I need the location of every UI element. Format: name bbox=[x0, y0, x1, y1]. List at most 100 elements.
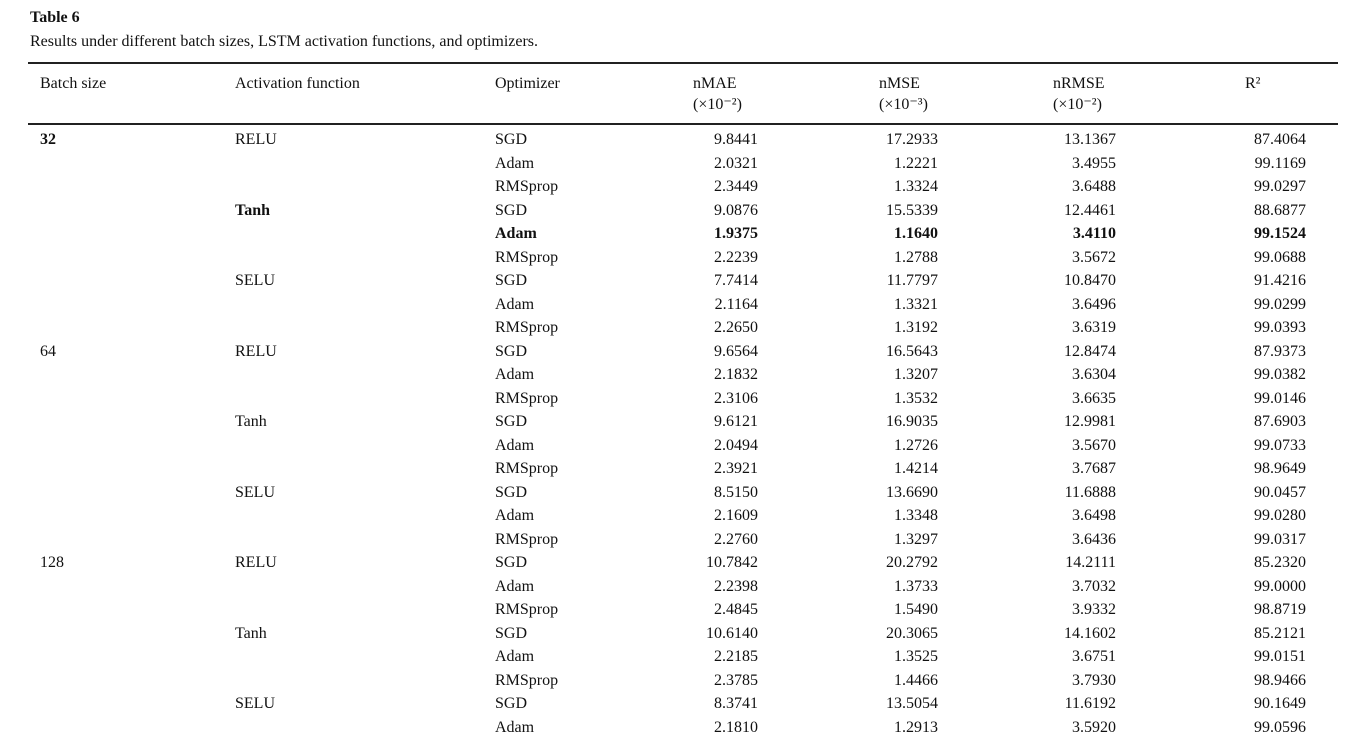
nmse-value-cell: 1.2788 bbox=[894, 248, 938, 266]
nmse-value-cell: 1.4214 bbox=[894, 460, 938, 477]
r2-value-cell: 99.0000 bbox=[1254, 577, 1306, 595]
header-row: Batch size Activation function Optimizer… bbox=[28, 63, 1338, 125]
nmse-value-cell: 1.3207 bbox=[894, 366, 938, 383]
nmse-value-cell: 16.9035 bbox=[886, 413, 938, 430]
optimizer-cell: SGD bbox=[495, 131, 528, 148]
nmae-value-cell: 2.1832 bbox=[714, 366, 758, 383]
r2-value-cell: 87.6903 bbox=[1254, 413, 1306, 430]
nmae-value-cell: 2.3449 bbox=[714, 178, 758, 195]
col-header-nmae-scale: (×10⁻²) bbox=[693, 96, 742, 113]
activation-function-cell bbox=[223, 457, 483, 481]
activation-function-cell bbox=[223, 598, 483, 622]
nmse-value-cell: 1.2280 bbox=[861, 739, 1041, 744]
activation-function-cell bbox=[223, 246, 483, 270]
nmae-value-cell: 2.2185 bbox=[714, 648, 758, 665]
table-row: RMSprop 2.3785 1.4466 3.7930 98.9466 bbox=[28, 669, 1338, 693]
table-row: Adam 2.1810 1.2913 3.5920 99.0596 bbox=[28, 716, 1338, 740]
batch-size-cell bbox=[28, 645, 223, 669]
nrmse-value-cell: 3.6304 bbox=[1072, 366, 1116, 383]
col-header-r2: R² bbox=[1225, 63, 1338, 125]
optimizer-cell: SGD bbox=[495, 483, 528, 501]
activation-function-cell bbox=[223, 739, 483, 744]
batch-size-cell bbox=[28, 363, 223, 387]
col-header-nrmse: nRMSE (×10⁻²) bbox=[1041, 63, 1225, 125]
nmae-value-cell: 9.8441 bbox=[714, 131, 758, 148]
nmse-value-cell: 1.3321 bbox=[894, 295, 938, 313]
nmae-value-cell: 9.0876 bbox=[714, 201, 758, 219]
batch-size-cell bbox=[28, 387, 223, 411]
optimizer-cell: RMSprop bbox=[495, 178, 559, 195]
nmse-value-cell: 1.3192 bbox=[894, 319, 938, 336]
table-row: 32 RELU SGD 9.8441 17.2933 13.1367 87.40… bbox=[28, 124, 1338, 152]
optimizer-cell: RMSprop bbox=[495, 460, 559, 477]
batch-size-cell bbox=[28, 246, 223, 270]
nmse-value-cell: 1.3348 bbox=[894, 507, 938, 524]
activation-function-cell: RELU bbox=[235, 554, 277, 571]
r2-value-cell: 99.0299 bbox=[1254, 295, 1306, 313]
col-header-r2-label: R² bbox=[1245, 75, 1261, 92]
table-row: RMSprop 2.2760 1.3297 3.6436 99.0317 bbox=[28, 528, 1338, 552]
r2-value-cell: 99.0382 bbox=[1254, 366, 1306, 383]
table-body: 32 RELU SGD 9.8441 17.2933 13.1367 87.40… bbox=[28, 124, 1338, 744]
nrmse-value-cell: 3.5670 bbox=[1072, 436, 1116, 454]
nmae-value-cell: 2.2398 bbox=[714, 577, 758, 595]
batch-size-cell: 128 bbox=[40, 554, 64, 571]
nrmse-value-cell: 12.9981 bbox=[1064, 413, 1116, 430]
activation-function-cell: SELU bbox=[235, 483, 275, 501]
nrmse-value-cell: 3.6498 bbox=[1072, 507, 1116, 524]
nmae-value-cell: 1.9375 bbox=[714, 225, 758, 242]
r2-value-cell: 99.1057 bbox=[1225, 739, 1338, 744]
batch-size-cell bbox=[28, 434, 223, 458]
optimizer-cell: Adam bbox=[495, 577, 535, 595]
optimizer-cell: Adam bbox=[495, 718, 535, 736]
nrmse-value-cell: 12.4461 bbox=[1064, 201, 1116, 219]
activation-function-cell bbox=[223, 575, 483, 599]
nrmse-value-cell: 3.6488 bbox=[1072, 178, 1116, 195]
col-header-nmse-label: nMSE bbox=[879, 75, 920, 92]
nrmse-value-cell: 3.5672 bbox=[1072, 248, 1116, 266]
table-row: RMSprop 2.3106 1.3532 3.6635 99.0146 bbox=[28, 387, 1338, 411]
optimizer-cell: RMSprop bbox=[483, 739, 653, 744]
batch-size-cell bbox=[28, 716, 223, 740]
r2-value-cell: 91.4216 bbox=[1254, 272, 1306, 289]
optimizer-cell: SGD bbox=[495, 695, 528, 712]
r2-value-cell: 88.6877 bbox=[1254, 201, 1306, 219]
optimizer-cell: SGD bbox=[495, 624, 528, 642]
r2-value-cell: 85.2320 bbox=[1254, 554, 1306, 571]
nmse-value-cell: 1.4466 bbox=[894, 671, 938, 689]
nrmse-value-cell: 12.8474 bbox=[1064, 342, 1116, 360]
nrmse-value-cell: 3.7687 bbox=[1072, 460, 1116, 477]
table-row: RMSprop 2.3921 1.4214 3.7687 98.9649 bbox=[28, 457, 1338, 481]
batch-size-cell bbox=[28, 293, 223, 317]
nmse-value-cell: 20.3065 bbox=[886, 624, 938, 642]
table-row: SELU SGD 8.3741 13.5054 11.6192 90.1649 bbox=[28, 692, 1338, 716]
nmse-value-cell: 17.2933 bbox=[886, 131, 938, 148]
batch-size-cell bbox=[28, 175, 223, 199]
nmse-value-cell: 13.6690 bbox=[886, 483, 938, 501]
optimizer-cell: SGD bbox=[495, 413, 528, 430]
r2-value-cell: 87.9373 bbox=[1254, 342, 1306, 360]
nmae-value-cell: 2.0494 bbox=[714, 436, 758, 454]
optimizer-cell: SGD bbox=[495, 554, 528, 571]
r2-value-cell: 99.1169 bbox=[1254, 154, 1306, 172]
batch-size-cell bbox=[28, 575, 223, 599]
batch-size-cell bbox=[28, 410, 223, 434]
activation-function-cell: Tanh bbox=[235, 624, 267, 642]
nmse-value-cell: 1.3733 bbox=[894, 577, 938, 595]
optimizer-cell: Adam bbox=[495, 366, 535, 383]
activation-function-cell bbox=[223, 645, 483, 669]
nrmse-value-cell: 11.6888 bbox=[1064, 483, 1116, 501]
optimizer-cell: SGD bbox=[495, 201, 528, 219]
col-header-nrmse-scale: (×10⁻²) bbox=[1053, 96, 1102, 113]
activation-function-cell bbox=[223, 175, 483, 199]
table-row: Adam 2.0321 1.2221 3.4955 99.1169 bbox=[28, 152, 1338, 176]
activation-function-cell bbox=[223, 152, 483, 176]
activation-function-cell bbox=[223, 316, 483, 340]
nrmse-value-cell: 3.7032 bbox=[1072, 577, 1116, 595]
col-header-nmse-scale: (×10⁻³) bbox=[879, 96, 928, 113]
optimizer-cell: RMSprop bbox=[495, 248, 559, 266]
nmse-value-cell: 1.3297 bbox=[894, 530, 938, 548]
nmse-value-cell: 15.5339 bbox=[886, 201, 938, 219]
table-row: RMSprop 2.3449 1.3324 3.6488 99.0297 bbox=[28, 175, 1338, 199]
